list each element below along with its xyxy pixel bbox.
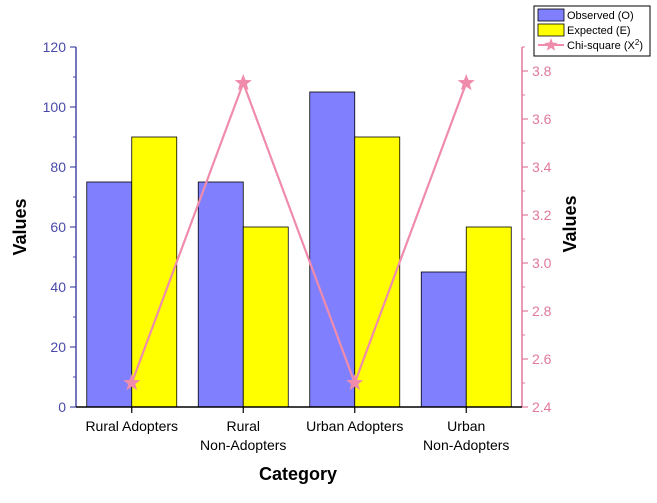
chi-square-point-1 <box>234 74 252 91</box>
y-tick-label-right-1: 2.6 <box>532 351 552 367</box>
bar-observed-0 <box>86 181 133 408</box>
legend-swatch-expected <box>537 23 565 37</box>
chi-square-point-0 <box>123 374 141 391</box>
y-tick-label-right-7: 3.8 <box>532 63 552 79</box>
y-tick-label-right-4: 3.2 <box>532 207 552 223</box>
legend-label-observed: Observed (O) <box>567 10 634 22</box>
y-tick-label-left-0: 0 <box>58 399 66 415</box>
legend: Observed (O) Expected (E) Chi-square (X2… <box>533 5 651 57</box>
x-tick-label-1: Rural Non-Adopters <box>200 418 286 453</box>
chi-square-point-3 <box>457 74 475 91</box>
bar-expected-3 <box>465 226 512 408</box>
legend-swatch-observed <box>537 8 565 22</box>
x-tick-label-0: Rural Adopters <box>85 418 178 434</box>
x-tick-label-3: Urban Non-Adopters <box>423 418 509 453</box>
y-tick-label-right-6: 3.6 <box>532 111 552 127</box>
bar-expected-1 <box>242 226 289 408</box>
x-tick-label-2: Urban Adopters <box>306 418 403 434</box>
chi-square-point-2 <box>346 374 364 391</box>
chi-square-line <box>130 79 468 387</box>
y-tick-label-left-2: 40 <box>50 279 66 295</box>
y-axis-title-right: Values <box>560 195 580 252</box>
y-tick-label-right-3: 3.0 <box>532 255 552 271</box>
y-axis-title-left: Values <box>10 198 30 255</box>
y-tick-label-right-0: 2.4 <box>532 399 552 415</box>
legend-star-icon <box>544 38 558 51</box>
x-axis-title: Category <box>259 464 337 484</box>
y-tick-label-right-5: 3.4 <box>532 159 552 175</box>
y-tick-label-right-2: 2.8 <box>532 303 552 319</box>
y-tick-label-left-6: 120 <box>43 39 67 55</box>
tick-labels: 0 20 40 60 80 100 120 2.4 2.6 2.8 3.0 3.2 3.4 3.6 3.8 R… <box>43 39 552 453</box>
y-tick-label-left-4: 80 <box>50 159 66 175</box>
y-tick-label-left-3: 60 <box>50 219 66 235</box>
bar-layer <box>86 91 512 408</box>
chi-square-line-layer <box>123 74 475 391</box>
y-tick-label-left-5: 100 <box>43 99 67 115</box>
bar-observed-1 <box>197 181 244 408</box>
legend-label-expected: Expected (E) <box>567 25 631 37</box>
y-tick-label-left-1: 20 <box>50 339 66 355</box>
legend-label-chi-square: Chi-square (X2) <box>567 38 643 52</box>
bar-observed-3 <box>420 271 467 408</box>
bar-observed-2 <box>309 91 356 408</box>
